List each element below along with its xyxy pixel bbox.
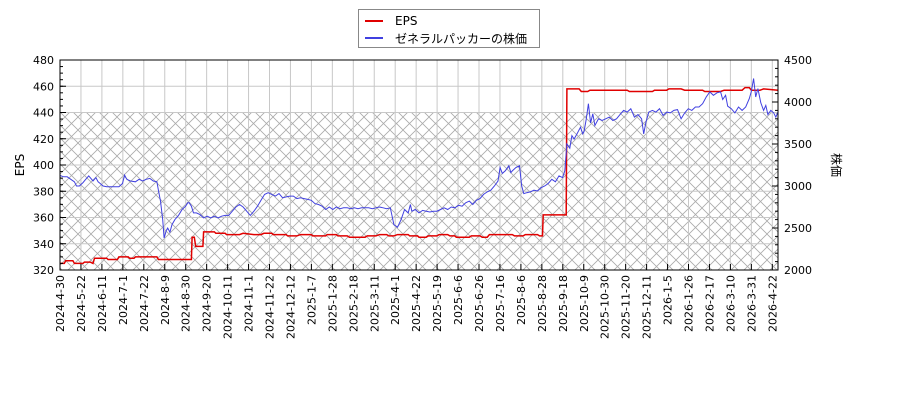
x-tick-label: 2024-6-11 <box>96 275 109 332</box>
x-tick-label: 2025-1-28 <box>326 275 339 332</box>
x-tick-label: 2024-10-11 <box>222 275 235 339</box>
x-tick-label: 2025-10-9 <box>578 275 591 332</box>
x-tick-label: 2024-5-22 <box>75 275 88 332</box>
x-tick-label: 2024-8-30 <box>180 275 193 332</box>
x-tick-label: 2026-1-5 <box>662 275 675 325</box>
legend-item-stock-price: ゼネラルパッカーの株価 <box>365 30 527 46</box>
y-left-tick-label: 400 <box>33 159 54 172</box>
stock-price-line <box>60 78 778 239</box>
y-left-axis-title: EPS <box>13 154 27 176</box>
x-tick-label: 2025-8-6 <box>515 275 528 325</box>
eps-line <box>60 86 778 265</box>
x-tick-label: 2024-8-9 <box>159 275 172 325</box>
y-left-tick-label: 320 <box>33 264 54 277</box>
legend-label-stock-price: ゼネラルパッカーの株価 <box>395 31 528 46</box>
x-tick-label: 2025-4-1 <box>389 275 402 325</box>
x-tick-label: 2025-6-6 <box>452 275 465 325</box>
y-right-tick-label: 3000 <box>784 180 812 193</box>
x-tick-label: 2025-1-7 <box>305 275 318 325</box>
y-right-tick-label: 4500 <box>784 54 812 67</box>
x-tick-label: 2025-7-16 <box>494 275 507 332</box>
y-right-tick-label: 4000 <box>784 96 812 109</box>
y-right-tick-label: 2500 <box>784 222 812 235</box>
x-tick-label: 2025-3-11 <box>368 275 381 332</box>
legend: EPS ゼネラルパッカーの株価 <box>358 9 540 48</box>
x-tick-label: 2025-10-30 <box>599 275 612 339</box>
x-tick-label: 2025-8-28 <box>536 275 549 332</box>
x-tick-label: 2024-12-12 <box>284 275 297 339</box>
x-tick-label: 2024-9-20 <box>201 275 214 332</box>
x-tick-label: 2024-7-1 <box>117 275 130 325</box>
y-left-tick-label: 360 <box>33 212 54 225</box>
y-left-tick-label: 380 <box>33 185 54 198</box>
y-left-tick-label: 420 <box>33 133 54 146</box>
series-lines <box>60 78 778 265</box>
x-tick-label: 2026-4-22 <box>766 275 779 332</box>
legend-swatch-stock-price <box>365 37 383 39</box>
x-tick-label: 2025-11-20 <box>620 275 633 339</box>
y-left-tick-label: 480 <box>33 54 54 67</box>
y-left-tick-label: 340 <box>33 238 54 251</box>
x-tick-label: 2026-1-26 <box>683 275 696 332</box>
legend-swatch-eps <box>365 20 383 22</box>
y-right-tick-label: 3500 <box>784 138 812 151</box>
x-tick-label: 2026-2-17 <box>703 275 716 332</box>
x-tick-label: 2025-9-18 <box>557 275 570 332</box>
x-tick-label: 2025-2-18 <box>347 275 360 332</box>
y-left-tick-label: 460 <box>33 80 54 93</box>
x-tick-label: 2026-3-31 <box>745 275 758 332</box>
y-right-tick-label: 2000 <box>784 264 812 277</box>
legend-item-eps: EPS <box>365 13 417 29</box>
axes: 2024-4-30 2024-5-22 2024-6-11 2024-7-1 2024-… <box>33 54 812 339</box>
x-tick-label: 2025-12-11 <box>641 275 654 339</box>
x-tick-label: 2024-11-1 <box>243 275 256 332</box>
x-tick-label: 2024-7-22 <box>138 275 151 332</box>
x-tick-label: 2025-4-22 <box>410 275 423 332</box>
y-right-axis-title: 株価 <box>829 153 844 177</box>
x-tick-label: 2024-4-30 <box>54 275 67 332</box>
x-tick-label: 2025-5-19 <box>431 275 444 332</box>
legend-label-eps: EPS <box>395 14 418 28</box>
y-left-tick-label: 440 <box>33 107 54 120</box>
x-tick-label: 2026-3-10 <box>724 275 737 332</box>
x-tick-label: 2024-11-22 <box>264 275 277 339</box>
x-tick-label: 2025-6-26 <box>473 275 486 332</box>
